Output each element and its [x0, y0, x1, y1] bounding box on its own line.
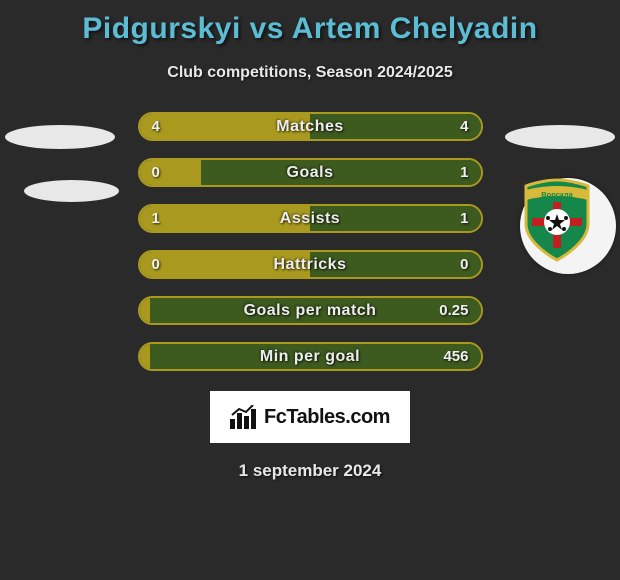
subtitle: Club competitions, Season 2024/2025 — [0, 64, 620, 82]
stat-label: Hattricks — [140, 252, 481, 277]
stat-value-right: 4 — [460, 114, 468, 139]
stat-label: Goals per match — [140, 298, 481, 323]
stat-value-left: 0 — [152, 160, 160, 185]
stat-value-right: 0 — [460, 252, 468, 277]
stat-value-left: 0 — [152, 252, 160, 277]
stat-label: Min per goal — [140, 344, 481, 369]
stat-bar: Matches4 4 — [138, 112, 483, 141]
stat-value-right: 0.25 — [439, 298, 468, 323]
left-placeholder-ellipse-1 — [5, 125, 115, 149]
stat-bar: Assists1 1 — [138, 204, 483, 233]
stat-value-right: 1 — [460, 160, 468, 185]
stat-label: Goals — [140, 160, 481, 185]
emblem-text: Ворскла — [541, 190, 573, 199]
right-club-badge: Ворскла — [520, 178, 616, 274]
stat-value-left: 4 — [152, 114, 160, 139]
right-placeholder-ellipse — [505, 125, 615, 149]
stat-bar: Goals0 1 — [138, 158, 483, 187]
stats-bars-container: Matches44Goals01Assists11Hattricks00Goal… — [138, 112, 483, 371]
page-title: Pidgurskyi vs Artem Chelyadin — [0, 0, 620, 46]
stat-value-right: 456 — [443, 344, 468, 369]
stat-value-right: 1 — [460, 206, 468, 231]
branding-text: FcTables.com — [264, 406, 390, 429]
stat-bar: Goals per match0.25 — [138, 296, 483, 325]
left-placeholder-ellipse-2 — [24, 180, 119, 202]
branding-box: FcTables.com — [210, 391, 410, 443]
stat-bar: Min per goal456 — [138, 342, 483, 371]
stat-bar: Hattricks0 0 — [138, 250, 483, 279]
vorskla-emblem-icon: Ворскла — [520, 178, 594, 262]
date-text: 1 september 2024 — [0, 461, 620, 481]
stat-label: Matches — [140, 114, 481, 139]
stat-label: Assists — [140, 206, 481, 231]
chart-icon — [230, 405, 258, 429]
stat-value-left: 1 — [152, 206, 160, 231]
